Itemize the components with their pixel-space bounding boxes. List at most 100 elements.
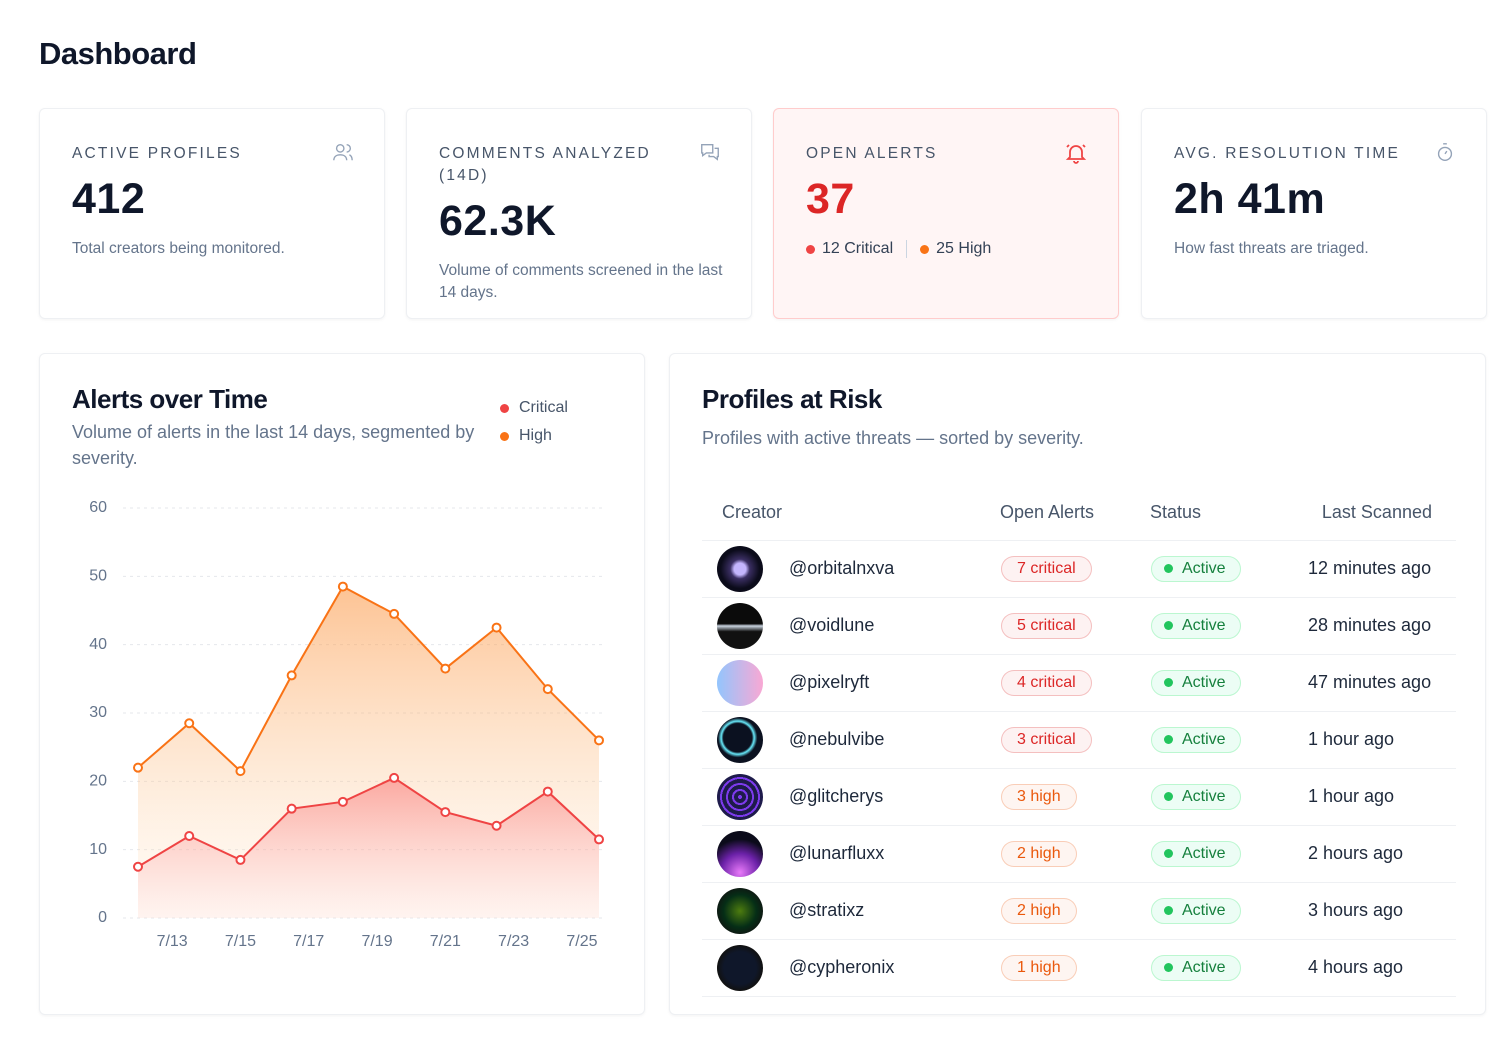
alert-badge: 4 critical <box>1001 669 1092 696</box>
bell-icon <box>1065 144 1087 164</box>
chart: 0 10 20 30 40 50 60 7/13 7/15 7/17 7/19 7/21 7/23 7/2… <box>89 499 606 950</box>
point <box>133 861 143 872</box>
legend-swatch <box>500 431 509 441</box>
status-cell: Active <box>1150 597 1298 655</box>
avatar <box>717 830 763 877</box>
status-badge: Active <box>1151 783 1241 810</box>
last-scanned-cell: 12 minutes ago <box>1298 540 1456 598</box>
creator-cell: @lunarfluxx <box>702 825 1000 883</box>
status-badge: Active <box>1151 726 1241 753</box>
legend-item: High <box>500 422 568 450</box>
x-tick-label: 7/25 <box>566 933 597 950</box>
alerts-cell: 3 high <box>1000 768 1150 826</box>
status-dot <box>1164 906 1173 915</box>
status-cell: Active <box>1150 654 1298 712</box>
stat-value: 412 <box>72 175 146 223</box>
stat-description: Volume of comments screened in the last … <box>439 262 723 301</box>
point <box>440 807 451 818</box>
chart-card: Alerts over Time Volume of alerts in the… <box>39 353 645 1015</box>
point <box>337 796 348 807</box>
last-scanned-cell: 1 hour ago <box>1298 768 1456 826</box>
header-row: Creator Open Alerts Status Last Scanned <box>702 486 1456 541</box>
point <box>184 718 195 729</box>
stat-value: 2h 41m <box>1174 175 1326 223</box>
point <box>594 735 604 746</box>
last-scanned-cell: 28 minutes ago <box>1298 597 1456 655</box>
stat-label: OPEN ALERTS <box>806 145 938 162</box>
alert-badge: 1 high <box>1001 954 1077 981</box>
alert-badge: 3 critical <box>1001 726 1092 753</box>
alerts-cell: 7 critical <box>1000 540 1150 598</box>
stat-value: 62.3K <box>439 197 557 245</box>
alerts-cell: 1 high <box>1000 939 1150 997</box>
y-tick-label: 10 <box>89 841 107 858</box>
alert-breakdown: 12 Critical 25 High <box>806 240 1086 258</box>
chart-title: Alerts over Time <box>72 384 268 414</box>
area <box>138 777 599 918</box>
creator-name: @voidlune <box>789 614 875 635</box>
creator-cell: @cypheronix <box>702 939 1000 997</box>
creator-cell: @nebulvibe <box>702 711 1000 769</box>
y-tick-label: 0 <box>98 909 107 926</box>
status-cell: Active <box>1150 939 1298 997</box>
avatar <box>717 887 763 934</box>
status-dot <box>1164 678 1173 687</box>
creator-cell: @glitcherys <box>702 768 1000 826</box>
status-cell: Active <box>1150 768 1298 826</box>
table-row: @orbitalnxva 7 critical Active 12 minutes a… <box>702 540 1456 598</box>
last-scanned-cell: 4 hours ago <box>1298 939 1456 997</box>
creator-name: @cypheronix <box>789 956 895 977</box>
point <box>491 622 502 633</box>
stat-description: How fast threats are triaged. <box>1174 240 1369 257</box>
status-dot <box>1164 792 1173 801</box>
status-cell: Active <box>1150 882 1298 940</box>
status-cell: Active <box>1150 711 1298 769</box>
status-text: Active <box>1182 787 1226 805</box>
point <box>337 581 348 592</box>
table-title: Profiles at Risk <box>702 384 882 414</box>
creator-cell: @voidlune <box>702 597 1000 655</box>
breakdown-item: 25 High <box>936 240 992 257</box>
status-badge: Active <box>1151 612 1241 639</box>
status-dot <box>1164 963 1173 972</box>
column-header: Open Alerts <box>1000 486 1150 541</box>
legend-label: High <box>519 427 552 444</box>
stat-label: COMMENTS ANALYZED (14D) <box>439 145 651 184</box>
creator-cell: @pixelryft <box>702 654 1000 712</box>
point <box>542 786 553 797</box>
alerts-cell: 2 high <box>1000 882 1150 940</box>
avatar <box>717 659 763 706</box>
alerts-cell: 5 critical <box>1000 597 1150 655</box>
table-row: @glitcherys 3 high Active 1 hour ago <box>702 768 1456 826</box>
table-subtitle: Profiles with active threats — sorted by… <box>702 428 1084 448</box>
column-header: Last Scanned <box>1298 486 1456 541</box>
creator-name: @glitcherys <box>789 785 884 806</box>
stat-card: ACTIVE PROFILES 412 Total creators being… <box>39 108 385 319</box>
stat-label: AVG. RESOLUTION TIME <box>1174 145 1401 162</box>
avatar <box>717 944 763 991</box>
status-text: Active <box>1182 673 1226 691</box>
y-tick-label: 30 <box>89 704 107 721</box>
high-dot <box>920 244 930 254</box>
status-text: Active <box>1182 901 1226 919</box>
table-card: Profiles at Risk Profiles with active th… <box>669 353 1486 1015</box>
last-scanned-cell: 1 hour ago <box>1298 711 1456 769</box>
status-dot <box>1164 564 1173 573</box>
stat-card: AVG. RESOLUTION TIME 2h 41m How fast thr… <box>1141 108 1487 319</box>
point <box>389 772 400 783</box>
profiles-table: Creator Open Alerts Status Last Scanned @or… <box>702 486 1456 997</box>
legend-item: Critical <box>500 394 568 422</box>
status-dot <box>1164 849 1173 858</box>
point <box>133 762 143 773</box>
y-tick-label: 50 <box>89 568 107 585</box>
column-header: Creator <box>702 486 1000 541</box>
stat-card: OPEN ALERTS 37 12 Critical 25 High <box>773 108 1119 319</box>
status-text: Active <box>1182 730 1226 748</box>
separator <box>906 240 908 258</box>
breakdown-item: 12 Critical <box>822 240 894 257</box>
point <box>542 684 553 695</box>
status-dot <box>1164 621 1173 630</box>
alerts-cell: 2 high <box>1000 825 1150 883</box>
stat-description: Total creators being monitored. <box>72 240 285 257</box>
